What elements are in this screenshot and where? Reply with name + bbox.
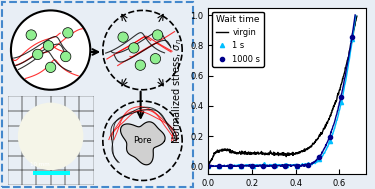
1 s [217,165,222,167]
1 s [273,164,277,166]
Circle shape [45,62,56,73]
1 s [328,140,333,143]
Legend: virgin, 1 s, 1000 s: virgin, 1 s, 1000 s [212,12,264,67]
1 s [206,165,210,167]
Bar [65,111,80,126]
1 s [306,163,310,166]
Bar [65,141,80,156]
1000 s [206,165,210,167]
Bar [36,96,51,111]
1000 s [283,165,288,167]
Bar [22,156,36,170]
Circle shape [26,30,36,40]
1000 s [339,96,343,98]
Bar [80,111,94,126]
Bar [80,156,94,170]
Line: virgin: virgin [208,16,357,166]
Circle shape [135,60,146,70]
Circle shape [63,28,73,38]
virgin [278,153,282,156]
Line: 1 s: 1 s [206,37,354,168]
Bar [8,156,22,170]
virgin [328,115,332,117]
1000 s [217,165,221,167]
1000 s [272,165,277,167]
Bar [22,126,36,141]
Bar [8,96,22,111]
Circle shape [33,49,43,60]
1000 s [228,165,232,167]
Bar [80,96,94,111]
Circle shape [60,51,71,62]
Bar [36,141,51,156]
Y-axis label: Normalized stress, $\sigma_n$: Normalized stress, $\sigma_n$ [171,38,184,144]
Circle shape [129,43,139,53]
1 s [228,164,232,167]
Circle shape [18,103,83,170]
Bar [36,111,51,126]
1000 s [261,165,266,167]
1000 s [327,135,332,138]
Bar [22,96,36,111]
Bar [80,141,94,156]
Bar [51,126,65,141]
Bar [65,156,80,170]
Circle shape [43,41,54,51]
Circle shape [152,30,163,40]
Bar [8,170,22,185]
1 s [350,38,355,40]
Circle shape [11,10,90,90]
Bar [51,111,65,126]
Bar [36,170,51,185]
1000 s [350,36,354,39]
Bar [8,126,22,141]
1 s [239,164,244,167]
virgin [276,153,281,155]
Bar [51,170,65,185]
1000 s [316,156,321,159]
Bar [36,156,51,170]
Bar [80,126,94,141]
1000 s [239,165,243,167]
Bar [36,126,51,141]
virgin [206,165,210,167]
Polygon shape [120,122,165,165]
Circle shape [118,32,128,42]
Text: Pore: Pore [133,136,152,145]
Circle shape [150,53,160,64]
Bar [51,156,65,170]
Bar [51,141,65,156]
Bar [8,111,22,126]
Bar [8,141,22,156]
Bar [22,170,36,185]
Bar [22,111,36,126]
1 s [339,101,344,103]
virgin [286,152,291,154]
1 s [284,164,288,166]
1 s [317,158,321,161]
1 s [261,163,266,166]
Bar [65,96,80,111]
Bar [33,171,70,175]
1 s [250,165,255,167]
Bar [65,126,80,141]
Bar [22,141,36,156]
Line: 1000 s: 1000 s [206,35,354,168]
virgin [351,33,355,36]
virgin [355,15,359,17]
1000 s [294,165,299,167]
1 s [295,165,299,167]
Bar [65,170,80,185]
virgin [294,152,299,154]
Text: 10 mm: 10 mm [30,163,50,167]
1000 s [250,164,255,167]
Bar [80,170,94,185]
Bar [51,96,65,111]
1000 s [305,164,310,166]
